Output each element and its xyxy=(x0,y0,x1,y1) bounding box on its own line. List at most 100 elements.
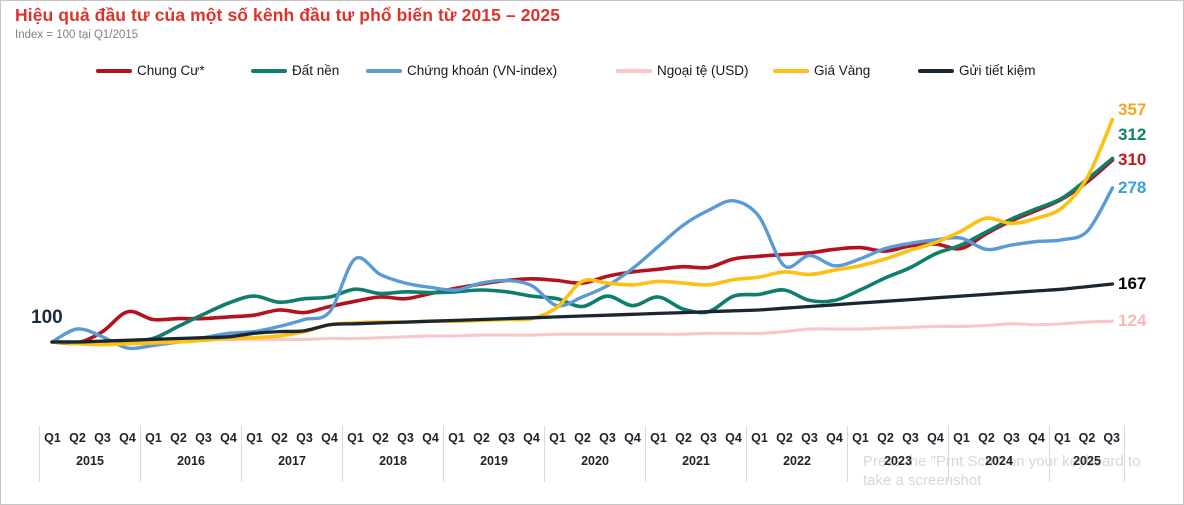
quarter-label: Q1 xyxy=(347,431,364,445)
year-label: 2023 xyxy=(884,454,912,468)
quarter-label: Q3 xyxy=(801,431,818,445)
quarter-label: Q3 xyxy=(296,431,313,445)
quarter-label: Q3 xyxy=(1003,431,1020,445)
quarter-label: Q4 xyxy=(119,431,136,445)
quarter-row: Q1 Q2 Q3 Q4 xyxy=(747,431,847,445)
legend-label: Ngoại tệ (USD) xyxy=(657,63,749,78)
quarter-label: Q4 xyxy=(1028,431,1045,445)
year-cell: Q1 Q2 Q3 2025 xyxy=(1049,426,1125,482)
quarter-label: Q3 xyxy=(397,431,414,445)
quarter-label: Q3 xyxy=(1103,431,1121,445)
legend-swatch xyxy=(918,68,954,73)
year-label: 2019 xyxy=(480,454,508,468)
quarter-label: Q3 xyxy=(700,431,717,445)
quarter-label: Q1 xyxy=(751,431,768,445)
quarter-label: Q2 xyxy=(1078,431,1096,445)
quarter-row: Q1 Q2 Q3 Q4 xyxy=(444,431,544,445)
quarter-label: Q4 xyxy=(927,431,944,445)
quarter-label: Q2 xyxy=(574,431,591,445)
legend-item-gia-vang: Giá Vàng xyxy=(773,63,870,78)
quarter-row: Q1 Q2 Q3 Q4 xyxy=(343,431,443,445)
quarter-row: Q1 Q2 Q3 Q4 xyxy=(646,431,746,445)
quarter-row: Q1 Q2 Q3 Q4 xyxy=(242,431,342,445)
year-label: 2021 xyxy=(682,454,710,468)
quarter-label: Q2 xyxy=(271,431,288,445)
year-label: 2020 xyxy=(581,454,609,468)
year-cell: Q1 Q2 Q3 Q4 2023 xyxy=(847,426,948,482)
year-label: 2015 xyxy=(76,454,104,468)
quarter-label: Q4 xyxy=(422,431,439,445)
quarter-label: Q3 xyxy=(94,431,111,445)
legend-swatch xyxy=(96,68,132,73)
legend-item-chung-cu: Chung Cư* xyxy=(96,63,205,78)
end-value-label: 357 xyxy=(1118,100,1147,120)
year-label: 2024 xyxy=(985,454,1013,468)
end-value-label: 167 xyxy=(1118,273,1147,293)
quarter-label: Q4 xyxy=(321,431,338,445)
x-axis: Q1 Q2 Q3 Q4 2015 Q1 Q2 Q3 Q4 2016 Q1 Q2 Q3 Q4 2017 Q1 Q2… xyxy=(39,426,1125,482)
quarter-label: Q1 xyxy=(448,431,465,445)
legend-label: Chung Cư* xyxy=(137,63,205,78)
quarter-label: Q4 xyxy=(725,431,742,445)
chart-subtitle: Index = 100 tại Q1/2015 xyxy=(15,29,139,41)
year-cell: Q1 Q2 Q3 Q4 2017 xyxy=(241,426,342,482)
end-value-label: 124 xyxy=(1118,311,1147,331)
quarter-label: Q1 xyxy=(145,431,162,445)
legend-swatch xyxy=(251,68,287,73)
quarter-label: Q2 xyxy=(675,431,692,445)
quarter-label: Q1 xyxy=(852,431,869,445)
quarter-row: Q1 Q2 Q3 xyxy=(1050,431,1124,445)
quarter-label: Q4 xyxy=(523,431,540,445)
quarter-row: Q1 Q2 Q3 Q4 xyxy=(40,431,140,445)
legend-swatch xyxy=(773,68,809,73)
legend-item-at-nen: Đất nền xyxy=(251,63,339,78)
quarter-label: Q4 xyxy=(624,431,641,445)
legend-label: Chứng khoán (VN-index) xyxy=(407,63,558,78)
quarter-label: Q2 xyxy=(877,431,894,445)
legend-label: Đất nền xyxy=(292,63,340,78)
quarter-label: Q3 xyxy=(195,431,212,445)
year-cell: Q1 Q2 Q3 Q4 2022 xyxy=(746,426,847,482)
quarter-label: Q2 xyxy=(372,431,389,445)
quarter-label: Q2 xyxy=(170,431,187,445)
year-label: 2018 xyxy=(379,454,407,468)
quarter-label: Q1 xyxy=(1053,431,1071,445)
quarter-label: Q2 xyxy=(978,431,995,445)
end-value-label: 310 xyxy=(1118,150,1147,170)
quarter-label: Q4 xyxy=(826,431,843,445)
quarter-label: Q1 xyxy=(44,431,61,445)
quarter-row: Q1 Q2 Q3 Q4 xyxy=(848,431,948,445)
year-cell: Q1 Q2 Q3 Q4 2018 xyxy=(342,426,443,482)
year-cell: Q1 Q2 Q3 Q4 2024 xyxy=(948,426,1049,482)
year-cell: Q1 Q2 Q3 Q4 2019 xyxy=(443,426,544,482)
quarter-label: Q1 xyxy=(650,431,667,445)
quarter-label: Q1 xyxy=(953,431,970,445)
quarter-label: Q3 xyxy=(498,431,515,445)
legend-item-gui-tiet-kiem: Gửi tiết kiệm xyxy=(918,63,1036,78)
screenshot-watermark: Press the "Prnt Scrn" on your keyboard t… xyxy=(863,453,1141,489)
series-line-chung-khoan-vn-index xyxy=(50,186,1115,351)
legend: Chung Cư* Đất nền Chứng khoán (VN-index) Ng… xyxy=(1,63,1183,81)
series-line-gui-tiet-kiem xyxy=(50,282,1115,344)
quarter-row: Q1 Q2 Q3 Q4 xyxy=(545,431,645,445)
quarter-label: Q3 xyxy=(902,431,919,445)
year-label: 2017 xyxy=(278,454,306,468)
chart-title: Hiệu quả đầu tư của một số kênh đầu tư p… xyxy=(15,5,561,25)
series-line-chung-cu xyxy=(50,158,1115,346)
year-cell: Q1 Q2 Q3 Q4 2015 xyxy=(39,426,140,482)
quarter-label: Q4 xyxy=(220,431,237,445)
legend-swatch xyxy=(366,68,402,73)
quarter-label: Q2 xyxy=(776,431,793,445)
legend-item-ngoai-te-usd: Ngoại tệ (USD) xyxy=(616,63,749,78)
series-line-gia-vang xyxy=(50,117,1115,347)
quarter-label: Q1 xyxy=(246,431,263,445)
year-label: 2016 xyxy=(177,454,205,468)
legend-item-chung-khoan-vn-index: Chứng khoán (VN-index) xyxy=(366,63,557,78)
end-value-label: 278 xyxy=(1118,177,1147,197)
year-label: 2025 xyxy=(1073,454,1101,468)
quarter-label: Q1 xyxy=(549,431,566,445)
year-cell: Q1 Q2 Q3 Q4 2016 xyxy=(140,426,241,482)
quarter-label: Q2 xyxy=(69,431,86,445)
quarter-row: Q1 Q2 Q3 Q4 xyxy=(141,431,241,445)
